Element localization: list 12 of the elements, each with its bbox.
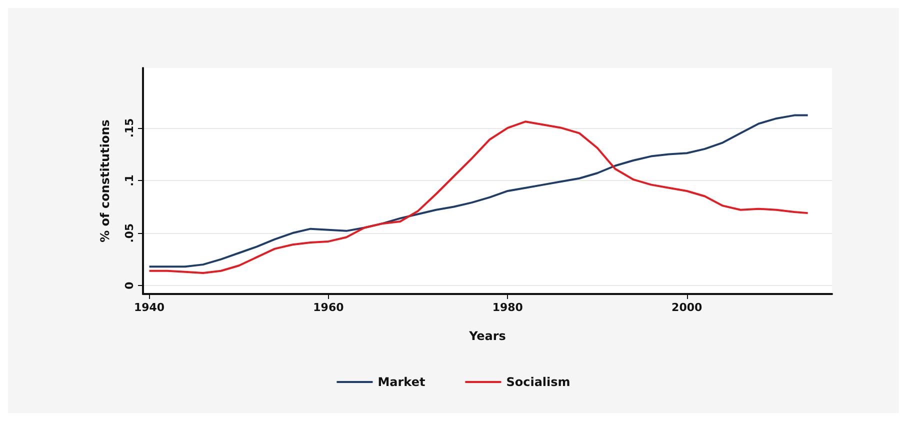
x-axis-title: Years — [468, 329, 506, 343]
x-tick-label: 2000 — [672, 301, 702, 314]
x-tick-label: 1940 — [134, 301, 165, 314]
legend-label: Socialism — [506, 375, 570, 389]
y-axis-title: % of constitutions — [98, 120, 112, 242]
y-tick-label: .05 — [123, 223, 136, 243]
legend-label: Market — [378, 375, 426, 389]
y-tick-label: 0 — [123, 281, 136, 290]
x-tick-label: 1980 — [492, 301, 524, 314]
y-tick-label: .15 — [123, 118, 136, 138]
y-tick-label: .1 — [123, 174, 136, 186]
x-tick-label: 1960 — [313, 301, 344, 314]
